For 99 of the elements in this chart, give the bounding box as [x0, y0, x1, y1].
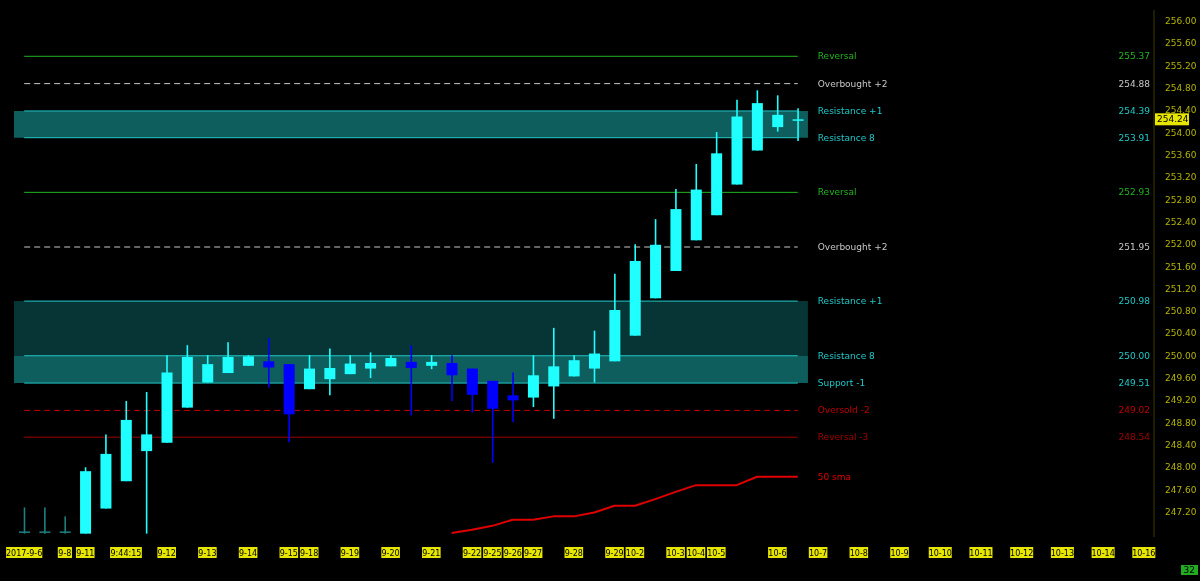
y-tick-label: 252.80 — [1165, 194, 1197, 205]
x-tick-label: 9-14 — [239, 548, 258, 558]
y-tick-label: 250.40 — [1165, 328, 1197, 339]
y-tick-label: 254.40 — [1165, 105, 1197, 116]
candlestick — [589, 329, 600, 384]
candlestick — [365, 351, 377, 379]
x-tick-label: 10-2 — [625, 548, 644, 558]
text: 32 — [1180, 565, 1198, 575]
candlestick — [39, 506, 51, 535]
x-tick-label: 9-25 — [483, 548, 502, 558]
y-tick-label: 251.60 — [1165, 261, 1197, 272]
x-tick-label: 10-8 — [849, 548, 868, 558]
annotation: 252.93 — [1118, 187, 1150, 198]
ref-line-label: Overbought +2 — [817, 242, 888, 253]
ref-line-label: Support -1 — [817, 378, 866, 389]
annotation: 254.24 — [1157, 114, 1189, 125]
candlestick — [324, 347, 336, 397]
x-tick-label: 10-14 — [1091, 548, 1115, 558]
y-tick-label: 247.60 — [1165, 484, 1197, 495]
candlestick — [792, 107, 804, 142]
y-tick-label: 254.00 — [1165, 127, 1197, 138]
candlestick — [527, 354, 539, 408]
ref-line-label: Resistance +1 — [817, 105, 883, 116]
candlestick — [59, 515, 71, 535]
annotation: 249.02 — [1118, 405, 1150, 416]
x-tick-label: 10-3 — [666, 548, 685, 558]
y-tick-label: 248.40 — [1165, 439, 1197, 450]
ref-line-label: Resistance 8 — [817, 132, 876, 143]
x-tick-label: 10-13 — [1050, 548, 1075, 558]
x-tick-label: 9-12 — [157, 548, 176, 558]
ref-line-label: Reversal -3 — [817, 432, 869, 443]
x-tick-label: 10-12 — [1010, 548, 1034, 558]
x-tick-label: 9-22 — [462, 548, 482, 558]
y-tick-label: 249.20 — [1165, 395, 1197, 406]
x-tick-label: 10-6 — [768, 548, 787, 558]
x-tick-label: 10-11 — [969, 548, 993, 558]
y-tick-label: 252.40 — [1165, 216, 1197, 227]
y-tick-label: 250.00 — [1165, 350, 1197, 361]
x-tick-label: 9-28 — [564, 548, 583, 558]
annotation: 248.54 — [1118, 432, 1151, 443]
x-tick-label: 10-16 — [1132, 548, 1156, 558]
ref-line-label: Oversold -2 — [817, 405, 870, 416]
x-tick-label: 9-20 — [381, 548, 400, 558]
x-tick-label: 9-26 — [503, 548, 522, 558]
y-tick-label: 248.00 — [1165, 462, 1197, 473]
x-tick-label: 10-4 — [686, 548, 706, 558]
candlestick — [405, 344, 417, 417]
text: 50 sma — [817, 471, 852, 482]
ref-line-label: Overbought +2 — [817, 78, 888, 89]
y-tick-label: 255.20 — [1165, 60, 1197, 71]
x-tick-label: 10-7 — [809, 548, 828, 558]
y-tick-label: 253.60 — [1165, 149, 1197, 160]
candlestick — [548, 327, 560, 420]
y-tick-label: 253.20 — [1165, 172, 1197, 183]
ref-line-label: Reversal — [817, 187, 857, 198]
y-tick-label: 252.00 — [1165, 239, 1197, 250]
annotation: 253.91 — [1118, 132, 1150, 143]
candlestick — [304, 354, 315, 391]
x-tick-label: 9-11 — [76, 548, 95, 558]
x-tick-label: 10-9 — [890, 548, 909, 558]
y-tick-label: 247.20 — [1165, 506, 1197, 517]
x-tick-label: 9-15 — [279, 548, 298, 558]
candlestick — [446, 354, 458, 402]
y-tick-label: 254.80 — [1165, 83, 1197, 94]
line-series — [450, 475, 799, 535]
candlestick — [141, 391, 153, 535]
ref-line-label: Resistance +1 — [817, 296, 883, 307]
y-tick-label: 249.60 — [1165, 373, 1197, 384]
annotation: 254.88 — [1118, 78, 1151, 89]
x-tick-label: 9-13 — [198, 548, 217, 558]
ref-line-label: Resistance 8 — [817, 350, 876, 361]
annotation: 250.98 — [1118, 296, 1151, 307]
candlestick — [202, 354, 214, 384]
candlestick — [222, 341, 234, 374]
y-tick-label: 250.80 — [1165, 306, 1197, 317]
x-tick-label: 9-29 — [605, 548, 624, 558]
y-tick-label: 256.00 — [1165, 16, 1197, 27]
x-tick-label: 2017-9-6 — [6, 548, 43, 558]
ref-line-label: Reversal — [817, 51, 857, 62]
candlestick — [507, 371, 519, 423]
y-tick-label: 248.80 — [1165, 417, 1197, 428]
x-tick-label: 9-19 — [340, 548, 359, 558]
annotation: 255.37 — [1118, 51, 1150, 62]
x-tick-label: 9-27 — [524, 548, 543, 558]
candlestick — [772, 94, 784, 133]
x-tick-label: 9-18 — [300, 548, 319, 558]
candlestick — [263, 337, 275, 389]
annotation: 250.00 — [1118, 350, 1151, 361]
y-tick-label: 251.20 — [1165, 283, 1197, 294]
x-tick-label: 9:44:15 — [110, 548, 142, 558]
x-tick-label: 10-10 — [928, 548, 952, 558]
annotation: 254.39 — [1118, 105, 1151, 116]
x-tick-label: 9-8 — [58, 548, 72, 558]
x-tick-label: 9-21 — [422, 548, 441, 558]
x-tick-label: 10-5 — [707, 548, 726, 558]
candlestick — [19, 506, 30, 535]
y-tick-label: 255.60 — [1165, 38, 1197, 49]
annotation: 251.95 — [1118, 242, 1150, 253]
annotation: 249.51 — [1118, 378, 1150, 389]
